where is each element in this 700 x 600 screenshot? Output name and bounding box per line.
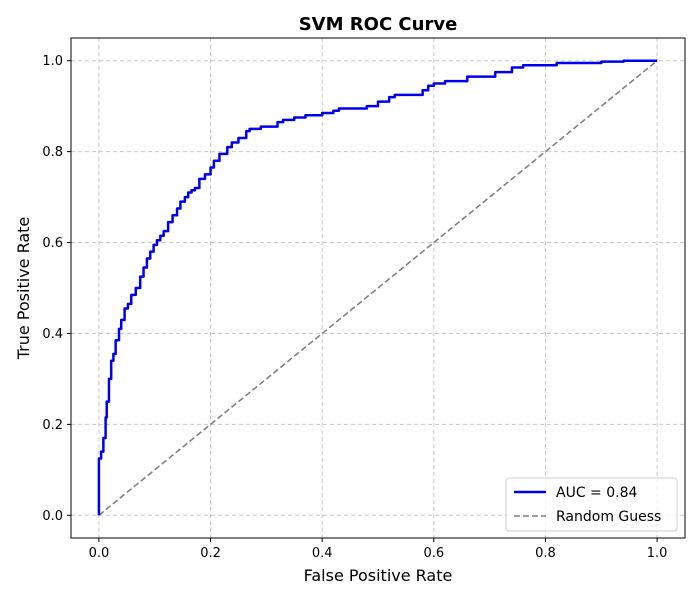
y-tick-label: 0.0 bbox=[42, 509, 63, 524]
series-line-roc bbox=[97, 59, 658, 516]
y-tick-label: 0.4 bbox=[42, 327, 63, 342]
chart-title: SVM ROC Curve bbox=[299, 14, 458, 35]
legend-label-random-guess: Random Guess bbox=[556, 509, 661, 525]
y-axis-label: True Positive Rate bbox=[14, 217, 33, 361]
legend-label-auc: AUC = 0.84 bbox=[556, 485, 637, 501]
x-tick-label: 0.4 bbox=[312, 546, 333, 561]
y-tick-label: 0.8 bbox=[42, 145, 63, 160]
series-group bbox=[97, 59, 658, 516]
x-axis-ticks: 0.0 0.2 0.4 0.6 0.8 1.0 bbox=[89, 538, 668, 561]
x-axis-label: False Positive Rate bbox=[304, 566, 453, 585]
y-tick-label: 0.6 bbox=[42, 236, 63, 251]
plot-frame bbox=[70, 37, 686, 539]
legend: AUC = 0.84 Random Guess bbox=[505, 477, 678, 532]
x-tick-label: 0.8 bbox=[535, 546, 556, 561]
x-tick-label: 0.6 bbox=[423, 546, 444, 561]
x-tick-label: 0.0 bbox=[89, 546, 110, 561]
legend-box bbox=[505, 477, 678, 532]
y-axis-ticks: 0.0 0.2 0.4 0.6 0.8 1.0 bbox=[42, 54, 71, 524]
x-tick-label: 0.2 bbox=[200, 546, 221, 561]
series-line-random-guess bbox=[98, 60, 658, 516]
y-tick-label: 1.0 bbox=[42, 54, 63, 69]
x-tick-label: 1.0 bbox=[647, 546, 668, 561]
y-tick-label: 0.2 bbox=[42, 418, 63, 433]
